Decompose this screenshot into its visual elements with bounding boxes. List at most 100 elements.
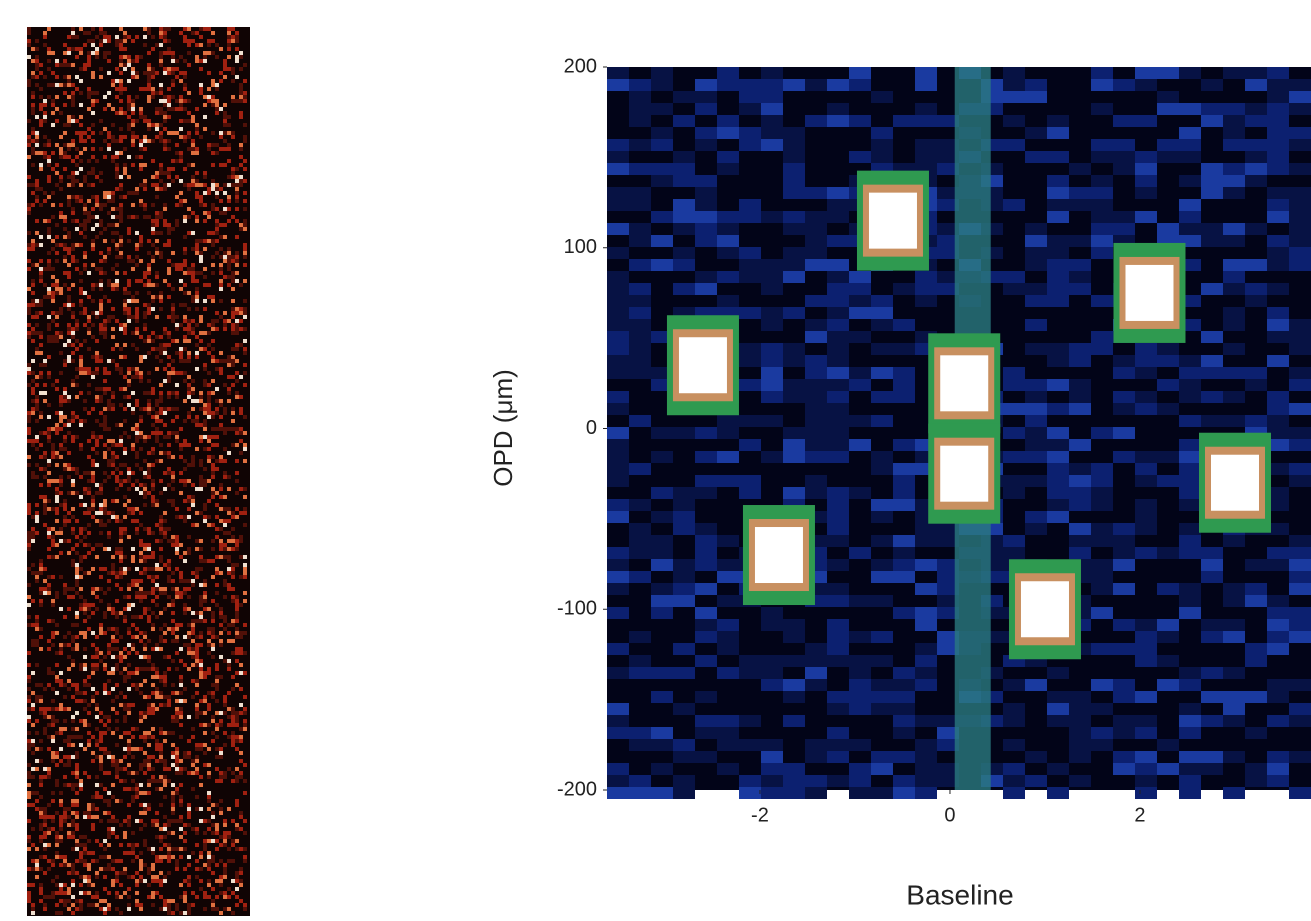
speckle <box>159 451 163 455</box>
speckle <box>43 391 47 395</box>
speckle <box>39 443 43 447</box>
speckle <box>71 883 75 887</box>
speckle <box>83 219 87 223</box>
speckle <box>131 635 135 639</box>
speckle <box>147 51 151 55</box>
speckle <box>235 823 239 827</box>
speckle <box>163 783 167 787</box>
speckle <box>199 271 203 275</box>
speckle <box>127 259 131 263</box>
speckle <box>47 555 51 559</box>
speckle <box>43 507 47 511</box>
speckle <box>231 511 235 515</box>
speckle <box>47 59 51 63</box>
speckle <box>203 607 207 611</box>
speckle <box>243 191 247 195</box>
speckle <box>167 99 171 103</box>
speckle <box>163 655 167 659</box>
speckle <box>167 847 171 851</box>
speckle <box>195 335 199 339</box>
speckle <box>47 831 51 835</box>
speckle <box>191 295 195 299</box>
speckle <box>155 567 159 571</box>
speckle <box>151 579 155 583</box>
speckle <box>67 511 71 515</box>
speckle <box>147 543 151 547</box>
speckle <box>135 315 139 319</box>
speckle <box>215 667 219 671</box>
speckle <box>175 219 179 223</box>
speckle <box>139 903 143 907</box>
speckle <box>71 879 75 883</box>
speckle <box>159 419 163 423</box>
speckle <box>143 275 147 279</box>
speckle <box>131 727 135 731</box>
speckle <box>227 123 231 127</box>
speckle <box>163 671 167 675</box>
speckle <box>183 911 187 915</box>
speckle <box>207 43 211 47</box>
speckle <box>95 315 99 319</box>
speckle <box>95 235 99 239</box>
speckle <box>199 251 203 255</box>
speckle <box>223 823 227 827</box>
speckle <box>51 319 55 323</box>
speckle <box>131 295 135 299</box>
speckle <box>111 455 115 459</box>
speckle <box>175 819 179 823</box>
speckle <box>163 219 167 223</box>
speckle <box>191 495 195 499</box>
speckle <box>163 331 167 335</box>
speckle <box>71 171 75 175</box>
speckle <box>51 735 55 739</box>
speckle <box>191 419 195 423</box>
speckle <box>135 59 139 63</box>
speckle <box>95 99 99 103</box>
speckle <box>75 267 79 271</box>
speckle <box>31 107 35 111</box>
speckle <box>151 183 155 187</box>
speckle <box>87 851 91 855</box>
speckle <box>91 471 95 475</box>
speckle <box>27 119 31 123</box>
speckle <box>223 871 227 875</box>
speckle <box>195 635 199 639</box>
speckle <box>95 783 99 787</box>
speckle <box>71 755 75 759</box>
speckle <box>231 275 235 279</box>
speckle <box>199 199 203 203</box>
speckle <box>191 379 195 383</box>
speckle <box>91 71 95 75</box>
speckle <box>119 539 123 543</box>
speckle <box>227 219 231 223</box>
speckle <box>83 235 87 239</box>
speckle <box>187 647 191 651</box>
speckle <box>63 727 67 731</box>
speckle <box>79 595 83 599</box>
speckle <box>111 315 115 319</box>
speckle <box>143 87 147 91</box>
speckle <box>199 183 203 187</box>
speckle <box>71 47 75 51</box>
speckle <box>163 103 167 107</box>
speckle <box>55 451 59 455</box>
speckle <box>63 363 67 367</box>
speckle <box>227 207 231 211</box>
speckle <box>119 559 123 563</box>
speckle <box>239 631 243 635</box>
speckle <box>211 831 215 835</box>
speckle <box>167 851 171 855</box>
speckle <box>63 615 67 619</box>
speckle <box>119 471 123 475</box>
speckle <box>243 563 247 567</box>
speckle <box>163 367 167 371</box>
speckle <box>147 95 151 99</box>
speckle <box>111 755 115 759</box>
speckle <box>219 423 223 427</box>
speckle <box>179 683 183 687</box>
speckle <box>159 731 163 735</box>
speckle <box>155 779 159 783</box>
speckle <box>135 371 139 375</box>
speckle <box>163 35 167 39</box>
speckle <box>207 187 211 191</box>
